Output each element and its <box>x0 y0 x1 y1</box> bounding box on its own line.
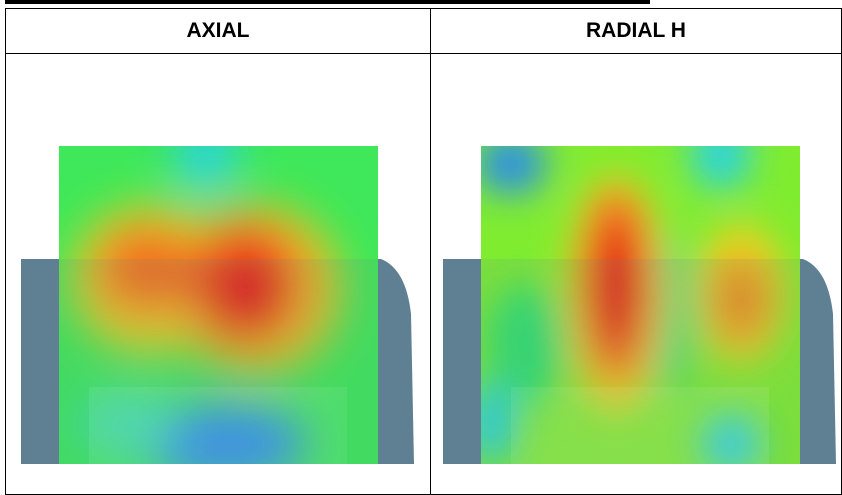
page: AXIAL RADIAL H <box>5 0 842 495</box>
axial-heatmap <box>21 146 414 464</box>
image-cell <box>430 53 842 495</box>
radial-heatmap <box>443 146 836 464</box>
top-rule <box>5 0 650 4</box>
image-cell <box>5 53 431 495</box>
column-header: RADIAL H <box>430 8 842 54</box>
results-table: AXIAL RADIAL H <box>5 8 842 495</box>
column-header: AXIAL <box>5 8 431 54</box>
